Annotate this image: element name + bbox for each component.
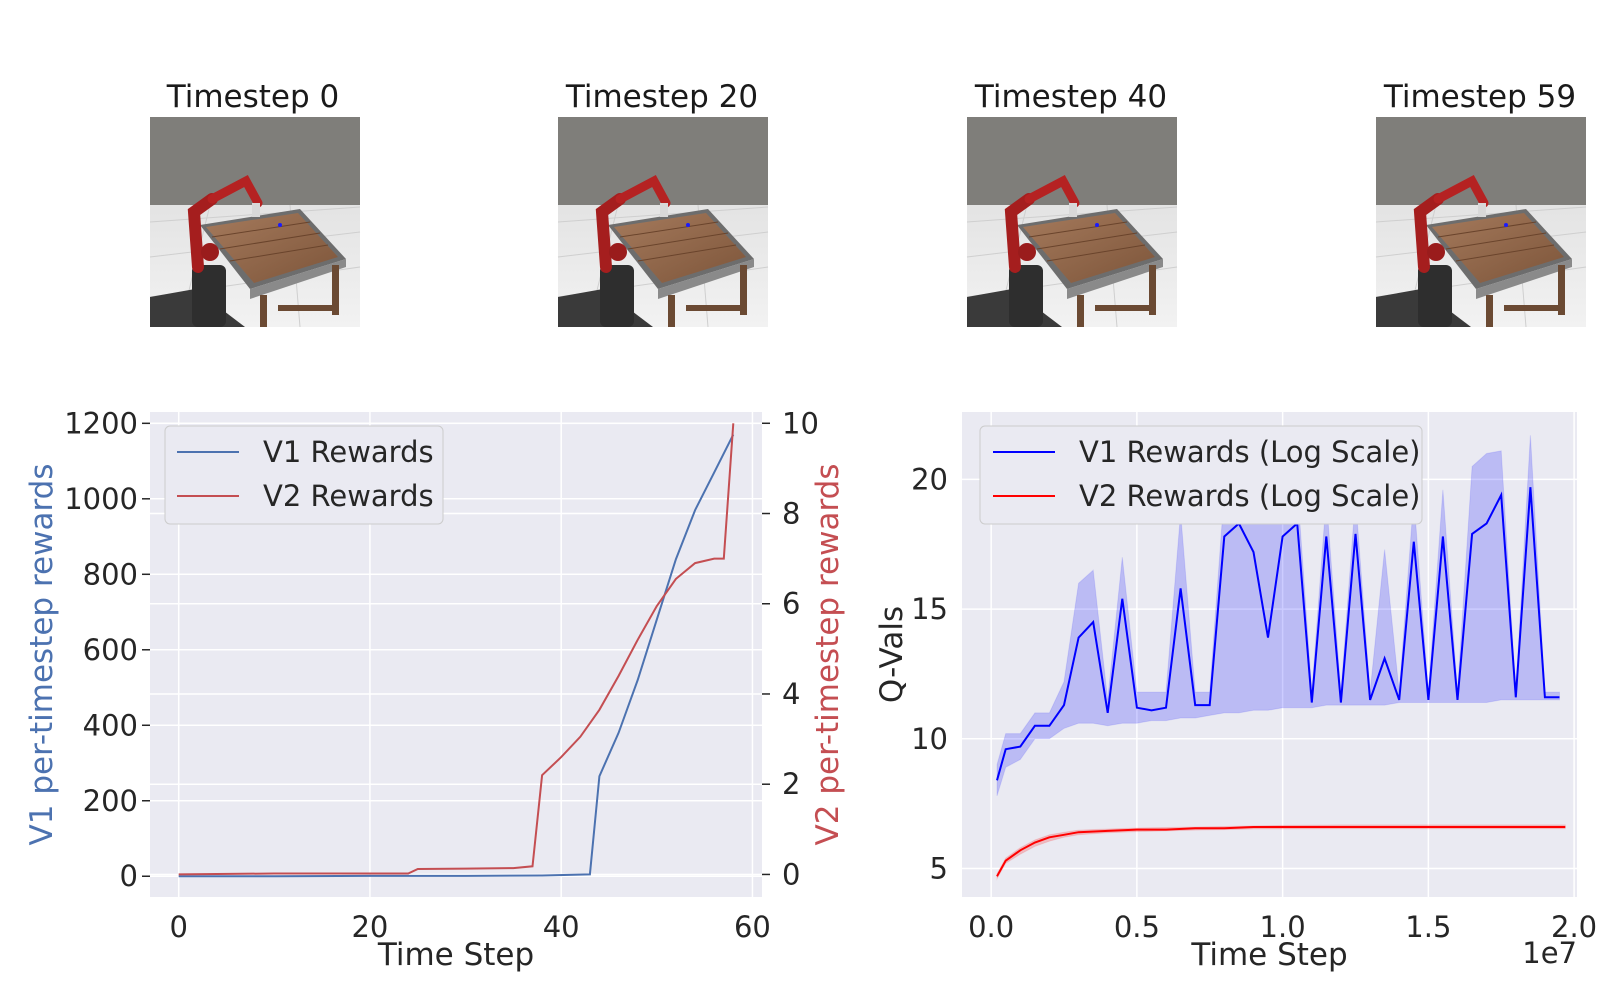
y-tick-label: 5: [930, 851, 948, 885]
y-tick-label: 200: [83, 784, 138, 818]
qvals-chart: 0.0 0.5 1.0 1.5 2.0 5 10 15 20 Time Step 1e7 Q-V…: [874, 412, 1597, 973]
legend-label-v2: V2 Rewards: [263, 479, 434, 513]
y-tick-label-right: 0: [782, 857, 800, 891]
x-tick-label: 1.0: [1260, 910, 1306, 944]
y-tick-label-right: 8: [782, 497, 800, 531]
y-axis-label-left: V1 per-timestep rewards: [24, 464, 60, 846]
y-axis-label-right: V2 per-timestep rewards: [810, 464, 846, 846]
legend-box: [164, 425, 444, 525]
x-tick-label: 2.0: [1551, 910, 1597, 944]
x-tick-label: 0: [169, 910, 187, 944]
series-line-v2: [178, 423, 735, 876]
confidence-band-v2: [996, 824, 1566, 881]
snapshot-0: Timestep 0: [150, 79, 360, 327]
legend-label-v2: V2 Rewards (Log Scale): [1079, 479, 1421, 513]
y-axis-label: Q-Vals: [874, 606, 910, 703]
y-tick-label: 10: [911, 722, 948, 756]
snapshot-20: Timestep 20: [558, 79, 768, 327]
x-tick-label: 0.5: [1114, 910, 1160, 944]
y-tick-label: 20: [911, 462, 948, 496]
y-tick-label-right: 4: [782, 677, 800, 711]
snapshot-title: Timestep 0: [166, 79, 340, 115]
y-tick-label: 1000: [64, 482, 138, 516]
robot-scene-image: [1376, 117, 1586, 327]
y-tick-label: 400: [83, 708, 138, 742]
x-tick-label: 0.0: [968, 910, 1014, 944]
snapshot-title: Timestep 59: [1383, 79, 1576, 115]
legend-box: [979, 425, 1423, 525]
legend: V1 Rewards (Log Scale) V2 Rewards (Log S…: [979, 425, 1423, 525]
snapshot-title: Timestep 20: [565, 79, 758, 115]
y-tick-label: 800: [83, 557, 138, 591]
legend-label-v1: V1 Rewards: [263, 435, 434, 469]
x-tick-label: 60: [734, 910, 771, 944]
x-tick-label: 20: [351, 910, 388, 944]
y-tick-label: 1200: [64, 406, 138, 440]
x-tick-label: 1.5: [1405, 910, 1451, 944]
series-line-v1: [996, 487, 1560, 781]
y-tick-label: 0: [120, 859, 138, 893]
robot-scene-image: [558, 117, 768, 327]
legend-label-v1: V1 Rewards (Log Scale): [1079, 435, 1421, 469]
robot-scene-image: [150, 117, 360, 327]
x-axis-offset-label: 1e7: [1522, 936, 1577, 970]
legend: V1 Rewards V2 Rewards: [164, 425, 444, 525]
y-tick-label-right: 10: [782, 406, 819, 440]
robot-scene-image: [967, 117, 1177, 327]
snapshot-title: Timestep 40: [974, 79, 1167, 115]
y-tick-label: 600: [83, 633, 138, 667]
series-line-v1: [178, 434, 735, 878]
y-tick-label-right: 6: [782, 587, 800, 621]
x-axis-label: Time Step: [1190, 937, 1347, 973]
x-tick-label: 40: [543, 910, 580, 944]
x-axis-label: Time Step: [377, 937, 534, 973]
y-tick-label-right: 2: [782, 767, 800, 801]
series-line-v2: [996, 826, 1566, 877]
snapshot-40: Timestep 40: [967, 79, 1177, 327]
snapshot-59: Timestep 59: [1376, 79, 1586, 327]
y-tick-label: 15: [911, 592, 948, 626]
